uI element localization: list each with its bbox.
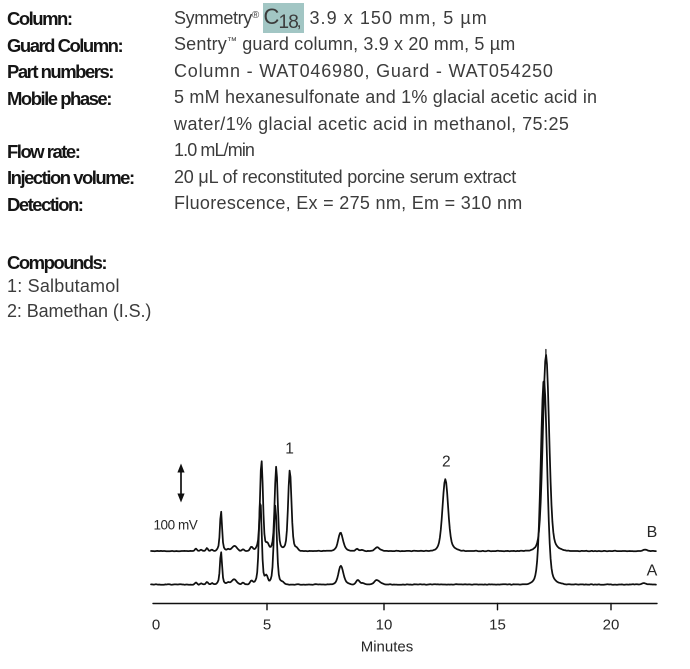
- svg-text:20: 20: [603, 617, 620, 634]
- svg-text:A: A: [647, 563, 658, 580]
- svg-text:1: 1: [285, 440, 294, 457]
- svg-text:0: 0: [152, 617, 160, 634]
- svg-text:15: 15: [489, 617, 506, 634]
- svg-text:5: 5: [263, 617, 271, 634]
- svg-text:Minutes: Minutes: [361, 639, 414, 656]
- svg-text:2: 2: [442, 453, 451, 470]
- svg-text:B: B: [647, 524, 658, 541]
- svg-text:10: 10: [376, 617, 393, 634]
- svg-text:100 mV: 100 mV: [154, 518, 198, 533]
